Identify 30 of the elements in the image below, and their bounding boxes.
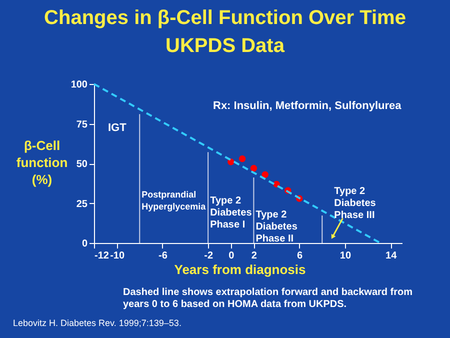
text: Dashed line shows extrapolation forward and backward from years 0 to 6 based on HOMA data from UKPDS. [123,287,413,310]
point [262,171,268,178]
x-tick-label: 0 [228,250,235,262]
x-tick-label: -6 [158,250,168,262]
annotation: IGT [108,122,127,134]
x-tick-label: -10 [110,250,125,262]
chart-title: Changes in β-Cell Function Over Time [44,7,406,29]
x-tick-label: 6 [297,250,304,262]
x-tick-label: -12 [94,250,110,262]
ref-line-label: Type 2 Diabetes Phase III [334,186,376,221]
ref-line-label: Type 2 Diabetes Phase I [210,195,252,230]
ref-line-label: Postprandial Hyperglycemia [142,190,207,212]
x-axis-title: Years from diagnosis [174,262,306,277]
y-tick-label: 50 [76,159,88,170]
point [228,158,234,166]
point [238,155,246,162]
x-tick-label: -2 [204,250,214,262]
annotation: Rx: Insulin, Metformin, Sulfonylurea [213,100,402,112]
x-tick-label: 10 [340,250,352,262]
y-tick-label: 100 [70,80,88,90]
y-axis-title: β-Cell function (%) [16,138,68,187]
y-tick-label: 0 [82,238,88,250]
y-tick-label: 25 [76,198,88,210]
chart-subtitle: UKPDS Data [166,35,286,57]
x-tick-label: 14 [386,250,398,262]
y-tick-label: 75 [76,119,88,130]
point [250,164,258,172]
text: Lebovitz H. Diabetes Rev. 1999;7:139–53. [13,318,182,328]
x-tick-label: 2 [251,250,258,262]
ref-line-label: Type 2 Diabetes Phase II [256,210,298,245]
